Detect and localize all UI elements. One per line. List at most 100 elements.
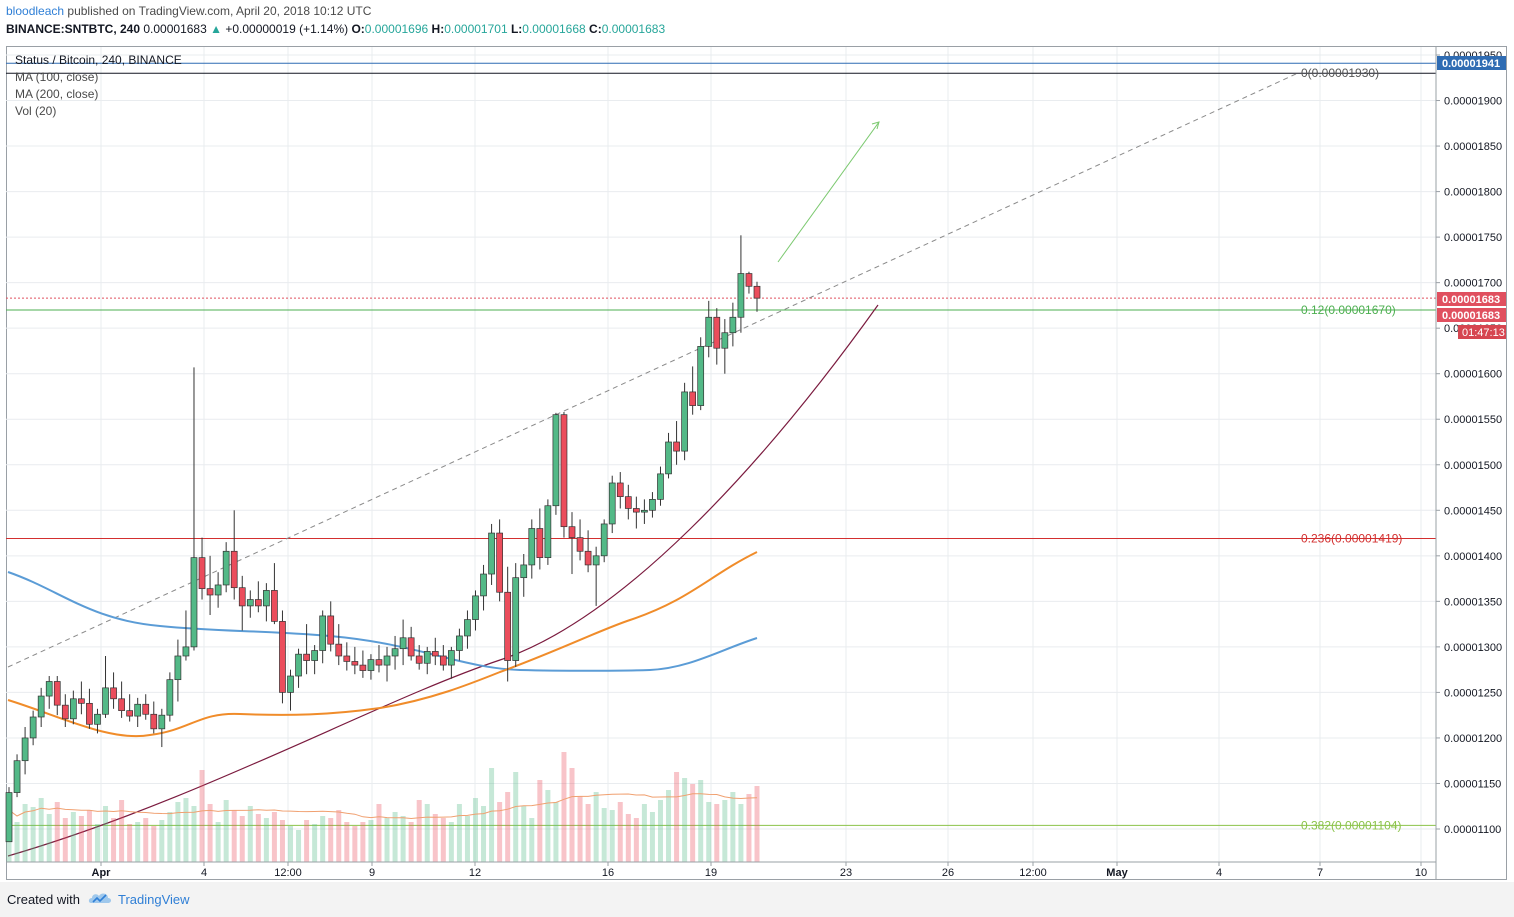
volume-bar <box>199 770 205 862</box>
volume-bar <box>384 818 390 862</box>
candle-body <box>206 588 214 596</box>
candle-body <box>263 590 270 607</box>
volume-bar <box>448 822 454 862</box>
chart-frame[interactable] <box>6 46 1507 880</box>
top-price-badge-bg <box>1437 56 1506 70</box>
volume-bar <box>159 820 165 862</box>
legend-ma100[interactable]: MA (100, close) <box>15 70 99 84</box>
candle-body <box>311 650 318 661</box>
volume-bar <box>537 780 543 862</box>
candle-body <box>303 653 310 661</box>
last-close-badge: 0.00001683 <box>1442 310 1500 322</box>
price-tick-label: 0.00001300 <box>1444 642 1502 654</box>
time-tick-label: 10 <box>1415 867 1427 879</box>
volume-bar <box>111 818 117 862</box>
volume-bar <box>456 804 462 862</box>
candle-body <box>568 526 576 538</box>
volume-bar <box>440 818 446 862</box>
candle-body <box>673 441 680 452</box>
candle-body <box>94 713 101 725</box>
candle-body <box>351 661 359 666</box>
volume-bar <box>561 752 567 862</box>
volume-bar <box>738 804 744 862</box>
price-axis[interactable]: 0.000019500.000019000.000018500.00001800… <box>1435 47 1506 880</box>
price-tick-label: 0.00001750 <box>1444 232 1502 244</box>
volume-bar <box>593 792 599 862</box>
candle-body <box>448 650 455 666</box>
candle-body <box>29 716 37 739</box>
ma100-line <box>7 571 758 672</box>
candle-body <box>319 615 327 651</box>
legend-ma200[interactable]: MA (200, close) <box>15 87 99 101</box>
volume-bar <box>481 806 487 862</box>
candle-body <box>528 528 536 566</box>
volume-bar <box>279 820 285 862</box>
candle-body <box>61 704 69 720</box>
volume-bar <box>344 822 350 862</box>
tradingview-link[interactable]: TradingView <box>118 892 190 907</box>
volume-bar <box>78 816 84 862</box>
volume-bar <box>754 786 760 862</box>
candle-body <box>295 653 302 677</box>
volume-bar <box>609 810 615 862</box>
arrow-head-icon <box>871 121 880 130</box>
volume-bar <box>682 778 688 862</box>
author-link[interactable]: bloodleach <box>6 4 65 18</box>
candle-body <box>584 550 592 566</box>
volume-bar <box>167 812 173 862</box>
volume-bar <box>674 772 680 862</box>
candle-body <box>279 621 286 693</box>
symbol-label: BINANCE:SNTBTC, 240 <box>6 22 141 36</box>
created-with-label: Created with <box>7 892 80 907</box>
candle-body <box>150 713 158 730</box>
tradingview-logo-icon[interactable] <box>87 890 113 906</box>
volume-bar <box>585 804 591 862</box>
candle-body <box>126 710 133 717</box>
high-label: H: <box>431 22 445 36</box>
publish-info: bloodleach published on TradingView.com,… <box>6 4 371 18</box>
time-tick-label: 9 <box>369 867 375 879</box>
candle-body <box>86 702 93 725</box>
volume-bar <box>617 802 623 862</box>
time-axis[interactable]: Apr 4 12:00 9 12 16 19 23 26 12:00 May 4 7 10 <box>6 861 1436 879</box>
volume-bar <box>14 822 20 862</box>
volume-bar <box>247 806 253 862</box>
candle-body <box>391 648 399 657</box>
time-tick-label: 19 <box>705 867 717 879</box>
candle-body <box>246 599 254 607</box>
candle-body <box>53 681 61 706</box>
volume-bar <box>464 816 470 862</box>
volume-ma-line <box>8 793 758 820</box>
candle-body <box>431 651 439 657</box>
volume-bar <box>86 810 92 862</box>
candle-body <box>472 595 479 620</box>
volume-bar <box>432 814 438 862</box>
price-tick-label: 0.00001850 <box>1444 141 1502 153</box>
candle-body <box>464 619 471 637</box>
volume-bar <box>30 807 36 862</box>
time-tick-label: 23 <box>840 867 852 879</box>
fib-label: 0.236(0.00001419) <box>1301 532 1402 546</box>
volume-bar <box>328 818 334 862</box>
candle-body <box>681 391 688 452</box>
volume-bar <box>392 812 398 862</box>
volume-bar <box>296 830 302 862</box>
legend-vol[interactable]: Vol (20) <box>15 104 57 118</box>
volume-bar <box>135 822 141 862</box>
candle-body <box>641 509 648 513</box>
volume-bar <box>231 810 237 862</box>
candle-body <box>182 646 190 657</box>
volume-bar <box>368 820 374 862</box>
volume-bar <box>54 802 60 862</box>
candle-body <box>69 698 77 720</box>
candle-body <box>375 659 383 666</box>
candle-body <box>13 760 21 793</box>
candle-body <box>230 550 238 589</box>
volume-bar <box>103 806 109 862</box>
volume-bar <box>360 822 366 862</box>
price-tick-label: 0.00001500 <box>1444 460 1502 472</box>
ohlc-bar: BINANCE:SNTBTC, 240 0.00001683 ▲ +0.0000… <box>6 22 665 36</box>
price-change: +0.00000019 (+1.14%) <box>225 22 349 36</box>
candle-body <box>488 532 495 575</box>
